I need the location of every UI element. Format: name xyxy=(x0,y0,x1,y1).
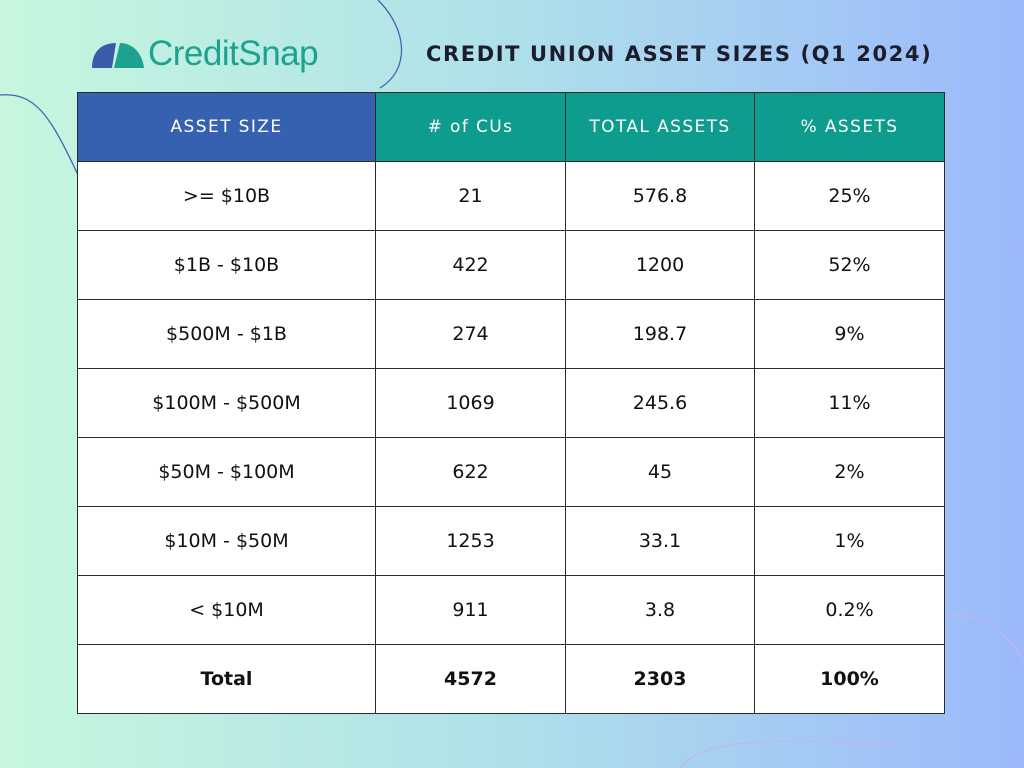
table-row: $100M - $500M 1069 245.6 11% xyxy=(77,368,945,438)
cell-cu-count: 422 xyxy=(375,230,566,300)
table-row: >= $10B 21 576.8 25% xyxy=(77,161,945,231)
cell-percent-assets: 9% xyxy=(754,299,945,369)
brand-name: CreditSnap xyxy=(148,34,319,73)
table-row: $500M - $1B 274 198.7 9% xyxy=(77,299,945,369)
asset-size-table: ASSET SIZE # of CUs TOTAL ASSETS % ASSET… xyxy=(77,92,945,714)
cell-cu-count: 274 xyxy=(375,299,566,369)
cell-total-assets: 198.7 xyxy=(565,299,755,369)
cell-total-assets: 33.1 xyxy=(565,506,755,576)
cell-percent-assets: 52% xyxy=(754,230,945,300)
column-header-percent-assets: % ASSETS xyxy=(754,92,945,162)
cell-total-assets: 3.8 xyxy=(565,575,755,645)
cell-asset-size: >= $10B xyxy=(77,161,376,231)
cell-percent-assets: 25% xyxy=(754,161,945,231)
decorative-curve-right xyxy=(945,613,1024,661)
cell-asset-size: $100M - $500M xyxy=(77,368,376,438)
cell-asset-size: Total xyxy=(77,644,376,714)
cell-asset-size: $10M - $50M xyxy=(77,506,376,576)
table-row: $10M - $50M 1253 33.1 1% xyxy=(77,506,945,576)
table-row: < $10M 911 3.8 0.2% xyxy=(77,575,945,645)
cell-cu-count: 1253 xyxy=(375,506,566,576)
cell-percent-assets: 0.2% xyxy=(754,575,945,645)
table-row: $50M - $100M 622 45 2% xyxy=(77,437,945,507)
table-header-row: ASSET SIZE # of CUs TOTAL ASSETS % ASSET… xyxy=(77,92,945,162)
cell-asset-size: $50M - $100M xyxy=(77,437,376,507)
cell-cu-count: 4572 xyxy=(375,644,566,714)
creditsnap-logo-icon xyxy=(92,43,144,68)
cell-asset-size: $1B - $10B xyxy=(77,230,376,300)
cell-percent-assets: 1% xyxy=(754,506,945,576)
cell-total-assets: 576.8 xyxy=(565,161,755,231)
cell-cu-count: 911 xyxy=(375,575,566,645)
decorative-curve-left xyxy=(0,94,79,176)
creditsnap-logo: CreditSnap xyxy=(90,34,319,74)
cell-total-assets: 45 xyxy=(565,437,755,507)
cell-total-assets: 245.6 xyxy=(565,368,755,438)
column-header-cu-count: # of CUs xyxy=(375,92,566,162)
cell-percent-assets: 11% xyxy=(754,368,945,438)
cell-asset-size: $500M - $1B xyxy=(77,299,376,369)
table-body: >= $10B 21 576.8 25% $1B - $10B 422 1200 52% $50… xyxy=(77,161,945,714)
cell-percent-assets: 100% xyxy=(754,644,945,714)
decorative-curve-top xyxy=(377,0,403,89)
cell-asset-size: < $10M xyxy=(77,575,376,645)
cell-percent-assets: 2% xyxy=(754,437,945,507)
cell-cu-count: 622 xyxy=(375,437,566,507)
decorative-curve-bottom xyxy=(679,740,901,768)
cell-total-assets: 2303 xyxy=(565,644,755,714)
column-header-total-assets: TOTAL ASSETS xyxy=(565,92,755,162)
column-header-asset-size: ASSET SIZE xyxy=(77,92,376,162)
cell-cu-count: 21 xyxy=(375,161,566,231)
table-row: $1B - $10B 422 1200 52% xyxy=(77,230,945,300)
table-total-row: Total 4572 2303 100% xyxy=(77,644,945,714)
page-title: CREDIT UNION ASSET SIZES (Q1 2024) xyxy=(426,42,933,66)
cell-total-assets: 1200 xyxy=(565,230,755,300)
cell-cu-count: 1069 xyxy=(375,368,566,438)
